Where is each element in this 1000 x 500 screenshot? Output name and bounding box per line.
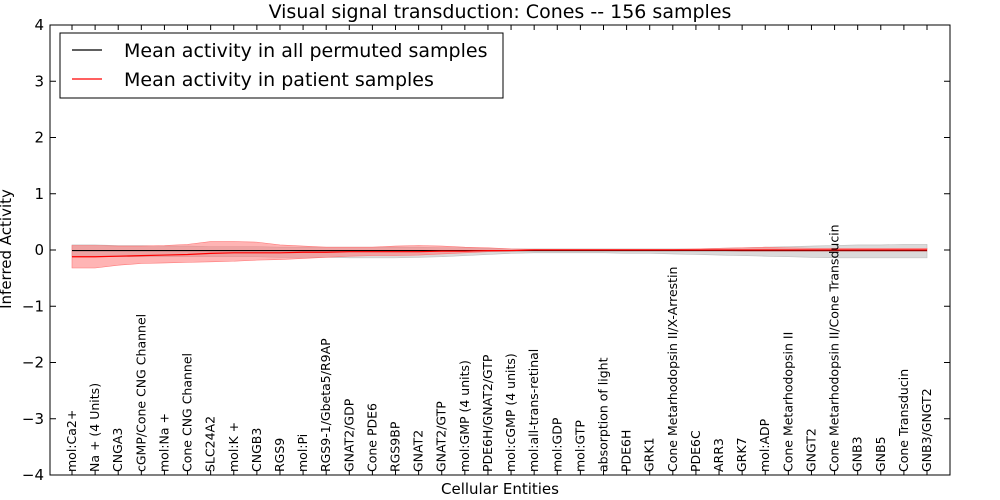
x-tick-label: Cone Metarhodopsin II/X-Arrestin — [665, 267, 680, 472]
x-tick-label: GRK7 — [734, 437, 749, 472]
series-line-2 — [72, 249, 927, 258]
x-tick-label: Na + (4 Units) — [87, 383, 102, 472]
x-tick-label: CNGA3 — [110, 428, 125, 472]
x-tick-label: cGMP/Cone CNG Channel — [133, 314, 148, 472]
y-tick-label: −2 — [22, 354, 44, 372]
x-tick-label: SLC24A2 — [203, 416, 218, 472]
x-tick-label: PDE6C — [688, 430, 703, 472]
y-tick-label: 4 — [34, 16, 44, 34]
chart-title: Visual signal transduction: Cones -- 156… — [269, 1, 732, 23]
legend: Mean activity in all permuted samples Mea… — [59, 32, 504, 99]
x-tick-label: mol:cGMP (4 units) — [503, 353, 518, 472]
x-tick-label: mol:GDP — [549, 417, 564, 472]
x-tick-label: mol:ADP — [757, 418, 772, 472]
x-tick-label: Cone Metarhodopsin II/Cone Transducin — [827, 224, 842, 472]
y-tick-label: −4 — [22, 466, 44, 484]
x-tick-label: Cone Metarhodopsin II — [780, 332, 795, 472]
legend-box — [59, 32, 504, 99]
x-tick-label: Cone PDE6 — [364, 403, 379, 472]
x-tick-label: GNB3/GNGT2 — [919, 388, 934, 472]
x-tick-label: Cone Transducin — [896, 369, 911, 472]
x-tick-label: GNGT2 — [803, 428, 818, 472]
x-tick-label: PDE6H/GNAT2/GTP — [480, 354, 495, 472]
y-axis: 4 3 2 1 0 −1 −2 −3 −4 — [22, 16, 950, 484]
x-axis: mol:Ca2+ Na + (4 Units) CNGA3 cGMP/Cone CNG… — [64, 25, 934, 475]
y-tick-label: 1 — [34, 185, 44, 203]
x-tick-label: mol:Na + — [156, 413, 171, 472]
x-tick-label: RGS9BP — [388, 421, 403, 472]
x-tick-label: GNB3 — [850, 436, 865, 472]
x-tick-label: GNB5 — [873, 436, 888, 472]
x-tick-label: Cone CNG Channel — [180, 353, 195, 472]
x-tick-label: GNAT2/GDP — [341, 398, 356, 472]
y-tick-label: 0 — [34, 241, 44, 259]
legend-label-1: Mean activity in all permuted samples — [124, 40, 487, 62]
x-tick-label: mol:GTP — [572, 420, 587, 472]
x-tick-label: RGS9-1/Gbeta5/R9AP — [318, 338, 333, 472]
x-tick-label: mol:Ca2+ — [64, 410, 79, 472]
legend-label-2: Mean activity in patient samples — [124, 69, 434, 91]
x-tick-label: GNAT2/GTP — [434, 401, 449, 472]
y-tick-label: 3 — [34, 72, 44, 90]
series-lines — [72, 249, 927, 258]
x-axis-label: Cellular Entities — [441, 480, 559, 498]
x-tick-label: mol:Pi — [295, 434, 310, 472]
x-tick-label: mol:K + — [226, 422, 241, 472]
x-tick-label: CNGB3 — [249, 428, 264, 472]
x-tick-label: GNAT2 — [411, 430, 426, 472]
confidence-bands — [71, 241, 928, 269]
y-tick-label: 2 — [34, 129, 44, 147]
y-tick-label: −1 — [22, 297, 44, 315]
x-tick-label: PDE6H — [619, 430, 634, 472]
y-axis-label: Inferred Activity — [0, 189, 15, 309]
x-tick-label: GRK1 — [642, 437, 657, 472]
x-tick-label: ARR3 — [711, 438, 726, 472]
y-tick-label: −3 — [22, 410, 44, 428]
x-tick-label: RGS9 — [272, 438, 287, 472]
x-tick-label: mol:GMP (4 units) — [457, 360, 472, 472]
x-tick-label: absorption of light — [595, 357, 610, 472]
x-tick-label: mol:all-trans-retinal — [526, 349, 541, 472]
